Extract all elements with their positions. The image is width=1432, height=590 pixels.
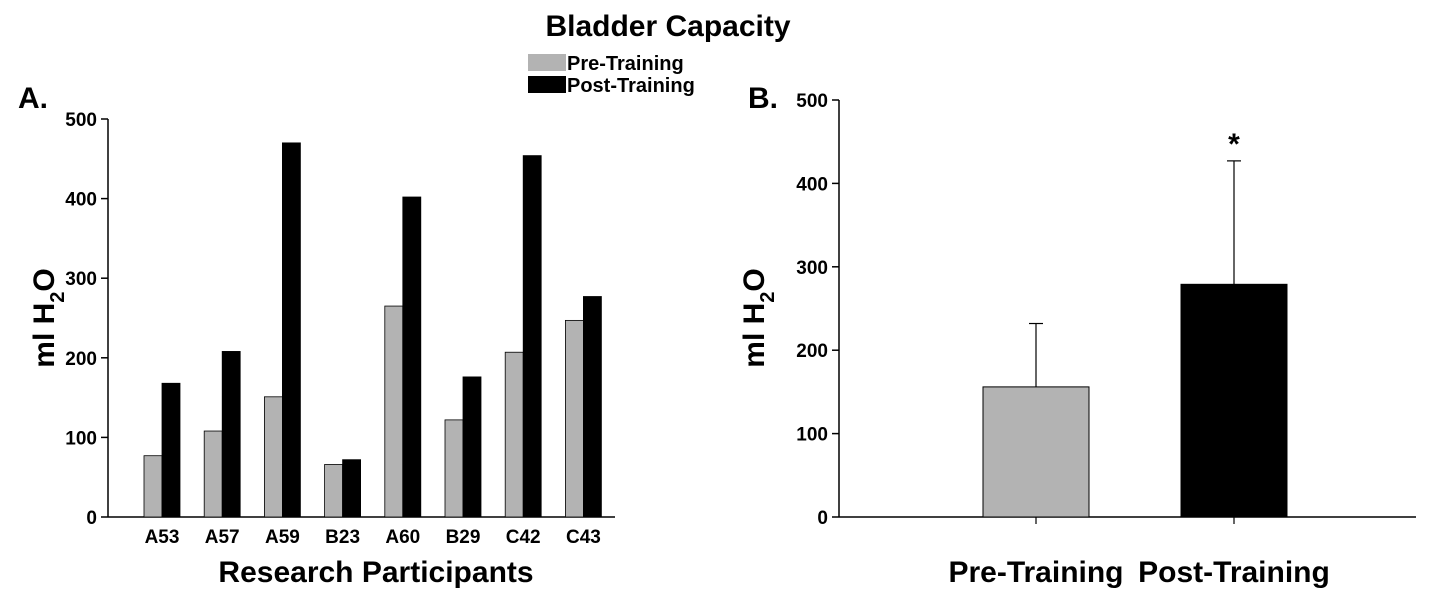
legend: Pre-Training Post-Training (528, 53, 695, 97)
legend-swatch-post-training (528, 76, 566, 93)
panel-a-x-category-label: A59 (265, 527, 300, 548)
panel-b-ylabel-tail: O (738, 268, 771, 291)
panel-a-bar-pre-b29 (444, 419, 464, 518)
panel-a-bars (143, 142, 602, 518)
panel-a-y-tick-label: 100 (65, 428, 97, 449)
panel-a-bar-post-b23 (342, 459, 362, 518)
panel-a-bar-post-a57 (221, 351, 241, 518)
panel-b-chart: B. ml H2O 0 100 200 300 400 500 Pre-Training Po… (738, 82, 1416, 589)
panel-a-x-category-label: C43 (566, 527, 601, 548)
legend-swatch-pre-training (528, 54, 566, 71)
panel-b-y-tick-label: 500 (796, 91, 828, 112)
panel-a-bar-pre-a53 (143, 455, 163, 518)
panel-a-x-category-label: B23 (325, 527, 360, 548)
panel-a-bar-post-a53 (161, 382, 181, 518)
panel-a-ylabel-main: ml H (28, 303, 61, 368)
panel-a-x-category-label: A60 (385, 527, 420, 548)
panel-a-y-tick-label: 400 (65, 190, 97, 211)
panel-b-y-axis-title: ml H2O (738, 268, 779, 367)
panel-a-x-category-label: A53 (145, 527, 180, 548)
panel-a-y-tick-label: 0 (86, 508, 97, 529)
panel-a-bar-pre-b23 (324, 464, 344, 518)
panel-a-bar-post-a59 (281, 142, 301, 518)
figure-title: Bladder Capacity (545, 10, 790, 43)
panel-a-x-axis-title: Research Participants (218, 556, 533, 589)
svg-text:ml H2O: ml H2O (28, 268, 69, 367)
panel-b-y-tick-label: 0 (817, 508, 828, 529)
panel-b-y-tick-label: 400 (796, 174, 828, 195)
panel-a-x-category-label: A57 (205, 527, 240, 548)
panel-a-ylabel-tail: O (28, 268, 61, 291)
panel-a-bar-pre-c42 (504, 351, 524, 518)
panel-b-y-tick-label: 200 (796, 341, 828, 362)
panel-a-bar-post-a60 (402, 196, 422, 518)
panel-b-axes: 0 100 200 300 400 500 Pre-Training Post-Trainin… (796, 91, 1416, 589)
panel-a-bar-pre-a60 (384, 305, 404, 518)
panel-b-y-tick-label: 100 (796, 425, 828, 446)
panel-a-y-tick-label: 200 (65, 349, 97, 370)
panel-a-axes: 0 100 200 300 400 500 A53 A57 A59 B23 A60 B29 C42 C43 (65, 110, 615, 548)
panel-a-bar-post-c43 (583, 296, 602, 518)
panel-b-y-tick-label: 300 (796, 258, 828, 279)
panel-a-label: A. (18, 82, 48, 115)
panel-b-bars (982, 160, 1288, 518)
panel-a-bar-pre-a57 (203, 430, 223, 518)
panel-a-chart: A. ml H2O Research Participants 0 100 200 3… (18, 82, 615, 589)
panel-b-x-category-label: Post-Training (1138, 556, 1330, 589)
panel-a-x-category-label: C42 (506, 527, 541, 548)
panel-a-x-category-label: B29 (446, 527, 481, 548)
svg-text:ml H2O: ml H2O (738, 268, 779, 367)
panel-a-bar-post-c42 (522, 155, 542, 518)
panel-b-significance-star: * (1228, 128, 1240, 161)
panel-a-y-tick-label: 300 (65, 269, 97, 290)
legend-label-post-training: Post-Training (567, 75, 695, 97)
panel-a-bar-pre-c43 (565, 319, 584, 518)
panel-a-y-tick-label: 500 (65, 110, 97, 131)
panel-a-ylabel-sub: 2 (47, 292, 69, 303)
panel-b-ylabel-main: ml H (738, 303, 771, 368)
panel-a-bar-pre-a59 (263, 396, 283, 518)
legend-label-pre-training: Pre-Training (567, 53, 684, 75)
panel-a-y-axis-title: ml H2O (28, 268, 69, 367)
panel-b-label: B. (748, 82, 778, 115)
panel-b-bar-post-training (1180, 283, 1288, 518)
panel-b-x-category-label: Pre-Training (948, 556, 1123, 589)
panel-a-bar-post-b29 (462, 376, 482, 518)
panel-b-bar-pre-training (982, 386, 1090, 518)
panel-b-ylabel-sub: 2 (757, 292, 779, 303)
